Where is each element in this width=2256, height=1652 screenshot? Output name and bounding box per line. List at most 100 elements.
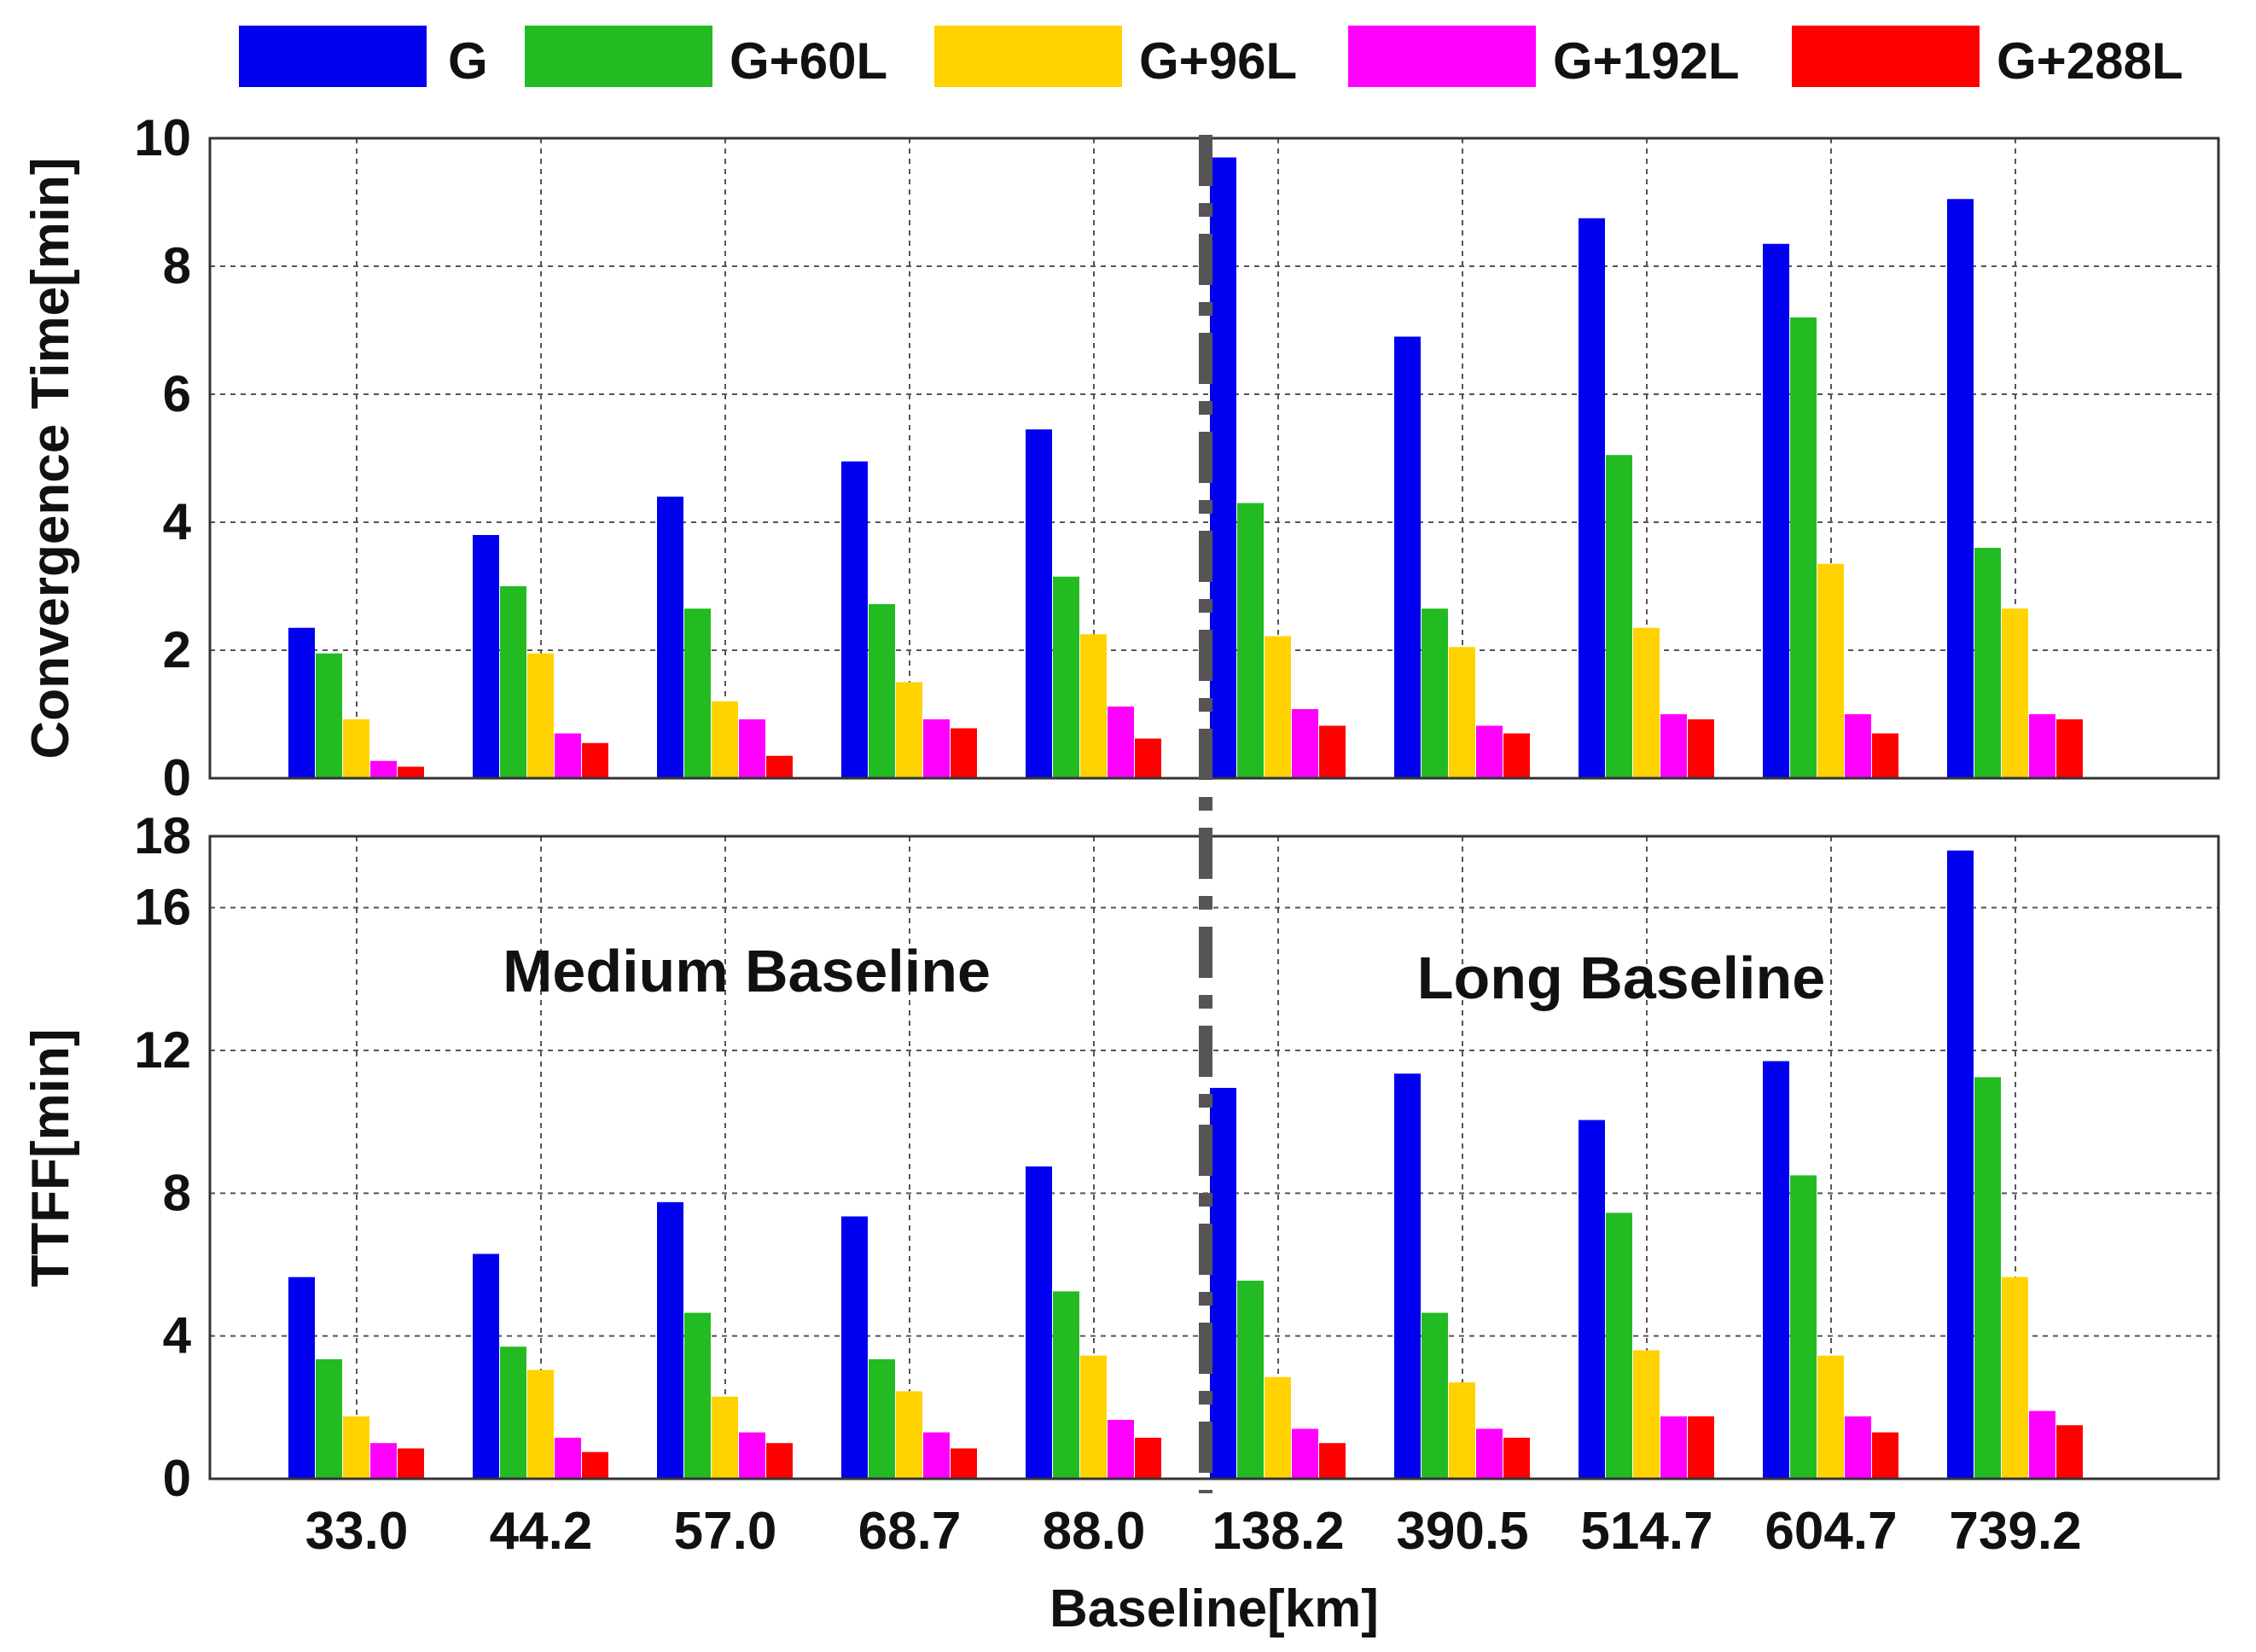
ttff-y-tick-label: 12 <box>134 1021 191 1079</box>
ttff-bar-g-739-2 <box>1947 850 1974 1479</box>
ttff-bar-g-514-7 <box>1579 1120 1605 1479</box>
ttff-bar-g-192l-68-7 <box>923 1432 950 1479</box>
ttff-plot-frame <box>208 835 2220 1480</box>
convergence-time-y-axis-label: Convergence Time[min] <box>21 157 80 759</box>
ttff-bar-g-44-2 <box>473 1254 499 1479</box>
x-tick-label-604-7: 604.7 <box>1765 1502 1897 1561</box>
convergence-time-bar-g-288l-390-5 <box>1503 733 1530 778</box>
convergence-time-bar-g-604-7 <box>1763 243 1789 778</box>
convergence-time-bar-g-60l-604-7 <box>1790 317 1817 778</box>
convergence-time-y-tick-label: 6 <box>163 365 191 422</box>
ttff-bar-g-192l-138-2 <box>1292 1428 1318 1479</box>
x-tick-label-739-2: 739.2 <box>1949 1502 2081 1561</box>
convergence-time-bar-g-288l-514-7 <box>1688 719 1714 778</box>
ttff-bar-g-288l-739-2 <box>2056 1425 2083 1479</box>
convergence-time-bar-g-96l-68-7 <box>896 682 922 778</box>
convergence-time-y-tick-label: 0 <box>163 749 191 806</box>
ttff-bar-g-60l-390-5 <box>1422 1312 1448 1479</box>
ttff-bar-g-288l-604-7 <box>1872 1432 1898 1479</box>
x-tick-label-68-7: 68.7 <box>858 1502 962 1561</box>
ttff-y-tick-label: 8 <box>163 1164 191 1221</box>
convergence-time-bar-g-44-2 <box>473 535 499 778</box>
convergence-time-bar-g-288l-88-0 <box>1135 738 1161 778</box>
ttff-bar-g-60l-88-0 <box>1053 1291 1079 1479</box>
convergence-time-bar-g-96l-138-2 <box>1265 636 1291 778</box>
convergence-time-bar-g-33-0 <box>288 627 315 778</box>
ttff-y-tick-labels: 0 4 8 12 16 18 <box>134 807 191 1507</box>
convergence-time-bar-g-60l-88-0 <box>1053 576 1079 778</box>
legend-swatch-g-96l <box>934 26 1122 87</box>
x-tick-label-33-0: 33.0 <box>305 1502 409 1561</box>
ttff-bar-g-60l-739-2 <box>1974 1077 2001 1479</box>
ttff-bar-g-60l-44-2 <box>500 1347 526 1479</box>
convergence-time-bar-g-60l-739-2 <box>1974 548 2001 778</box>
convergence-time-bar-g-60l-68-7 <box>869 604 895 778</box>
x-tick-label-390-5: 390.5 <box>1396 1502 1528 1561</box>
ttff-bar-g-60l-68-7 <box>869 1358 895 1479</box>
ttff-bar-g-96l-138-2 <box>1265 1376 1291 1479</box>
ttff-bar-g-60l-57-0 <box>684 1312 711 1479</box>
ttff-bar-g-33-0 <box>288 1277 315 1479</box>
ttff-bar-g-96l-57-0 <box>712 1396 738 1479</box>
legend-label-g-60l: G+60L <box>730 32 887 90</box>
ttff-bar-g-192l-604-7 <box>1845 1416 1871 1479</box>
ttff-bar-g-288l-68-7 <box>951 1448 977 1479</box>
convergence-time-bar-g-57-0 <box>657 497 683 778</box>
ttff-bar-g-96l-33-0 <box>343 1416 369 1479</box>
convergence-time-y-tick-label: 2 <box>163 621 191 678</box>
legend-swatch-g <box>239 26 427 87</box>
ttff-bar-g-192l-514-7 <box>1660 1416 1687 1479</box>
ttff-bar-g-60l-33-0 <box>316 1358 342 1479</box>
convergence-time-bar-g-288l-138-2 <box>1319 725 1346 778</box>
ttff-bar-g-96l-739-2 <box>2002 1277 2028 1479</box>
convergence-time-bar-g-88-0 <box>1026 429 1052 778</box>
ttff-bar-g-96l-604-7 <box>1817 1355 1844 1479</box>
ttff-bar-g-96l-514-7 <box>1633 1350 1660 1479</box>
convergence-time-bar-g-96l-739-2 <box>2002 608 2028 778</box>
ttff-y-tick-label: 4 <box>163 1307 192 1364</box>
ttff-bar-g-138-2 <box>1210 1087 1236 1479</box>
convergence-time-plot-frame <box>208 137 2220 780</box>
x-tick-label-44-2: 44.2 <box>490 1502 593 1561</box>
ttff-bar-g-96l-88-0 <box>1080 1355 1107 1479</box>
ttff-bar-g-96l-68-7 <box>896 1391 922 1479</box>
convergence-time-bar-g-60l-514-7 <box>1606 455 1632 778</box>
convergence-time-y-tick-label: 10 <box>134 109 191 166</box>
convergence-time-bar-g-96l-57-0 <box>712 701 738 778</box>
convergence-time-bar-g-288l-739-2 <box>2056 719 2083 778</box>
convergence-time-bar-g-192l-739-2 <box>2029 714 2055 778</box>
convergence-time-bar-g-514-7 <box>1579 218 1605 778</box>
ttff-bar-g-192l-88-0 <box>1108 1419 1134 1479</box>
convergence-time-bar-g-192l-390-5 <box>1476 725 1503 778</box>
convergence-time-bar-g-288l-57-0 <box>766 755 793 778</box>
legend-swatch-g-60l <box>525 26 712 87</box>
convergence-time-bar-g-68-7 <box>841 461 868 778</box>
long-baseline-annotation: Long Baseline <box>1417 945 1825 1011</box>
ttff-panel: 0 4 8 12 16 18 TTFF[min] Medium Baseline Long… <box>21 807 2220 1507</box>
ttff-bar-g-192l-33-0 <box>370 1443 397 1479</box>
ttff-bar-g-390-5 <box>1394 1073 1421 1479</box>
ttff-bar-g-57-0 <box>657 1201 683 1479</box>
legend: G G+60L G+96L G+192L G+288L <box>239 26 2183 90</box>
convergence-time-bar-g-390-5 <box>1394 336 1421 778</box>
ttff-bar-g-288l-44-2 <box>582 1451 608 1479</box>
ttff-bar-g-604-7 <box>1763 1061 1789 1479</box>
x-tick-label-138-2: 138.2 <box>1212 1502 1344 1561</box>
convergence-time-bar-g-60l-33-0 <box>316 653 342 778</box>
convergence-time-bar-g-288l-68-7 <box>951 728 977 778</box>
ttff-bar-g-192l-44-2 <box>555 1437 581 1479</box>
ttff-bar-g-192l-57-0 <box>739 1432 765 1479</box>
convergence-time-bar-g-96l-390-5 <box>1449 647 1475 778</box>
ttff-y-tick-label: 16 <box>134 879 191 936</box>
ttff-bar-g-192l-739-2 <box>2029 1411 2055 1479</box>
convergence-time-bar-g-192l-138-2 <box>1292 709 1318 778</box>
ttff-bar-g-60l-604-7 <box>1790 1175 1817 1479</box>
convergence-time-bar-g-192l-88-0 <box>1108 707 1134 778</box>
ttff-bar-g-60l-138-2 <box>1237 1280 1264 1479</box>
legend-label-g: G <box>448 32 488 90</box>
ttff-bar-g-288l-88-0 <box>1135 1437 1161 1479</box>
legend-label-g-96l: G+96L <box>1139 32 1297 90</box>
